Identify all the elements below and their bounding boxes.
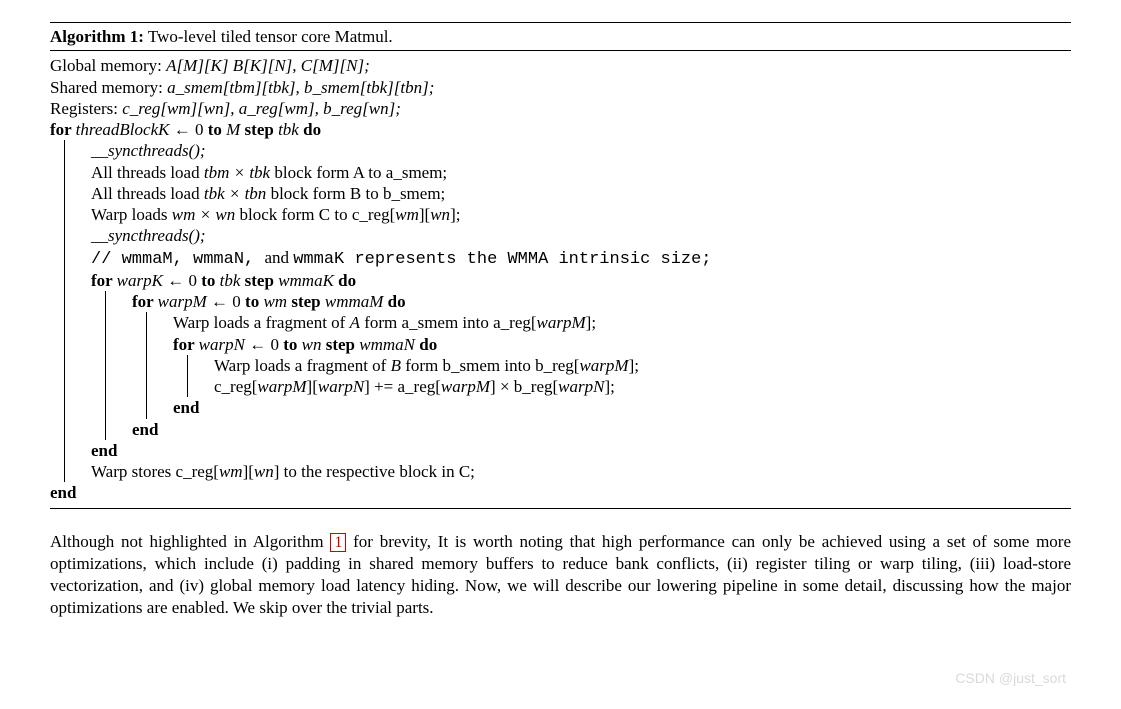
comment-wmma: // wmmaM, wmmaN, and wmmaK represents th…: [91, 247, 1071, 270]
for-warpn: for warpN ← 0 to wn step wmmaN do: [173, 334, 1071, 355]
para-text-1: Although not highlighted in Algorithm: [50, 532, 330, 551]
algorithm-title-row: Algorithm 1: Two-level tiled tensor core…: [50, 25, 1071, 48]
decl-global: Global memory: A[M][K] B[K][N], C[M][N];: [50, 55, 1071, 76]
algorithm-body: Global memory: A[M][K] B[K][N], C[M][N];…: [50, 53, 1071, 505]
for-warpm: for warpM ← 0 to wm step wmmaM do: [132, 291, 1071, 312]
end-warpm: end: [132, 419, 1071, 440]
end-warpk: end: [91, 440, 1071, 461]
warp-store: Warp stores c_reg[wm][wn] to the respect…: [91, 461, 1071, 482]
syncthreads-1: __syncthreads();: [91, 140, 1071, 161]
algorithm-title: Two-level tiled tensor core Matmul.: [148, 27, 393, 46]
mac: c_reg[warpM][warpN] += a_reg[warpM] × b_…: [214, 376, 1071, 397]
syncthreads-2: __syncthreads();: [91, 225, 1071, 246]
end-warpn: end: [173, 397, 1071, 418]
watermark: CSDN @just_sort: [955, 670, 1066, 688]
frag-b: Warp loads a fragment of B form b_smem i…: [214, 355, 1071, 376]
decl-shared: Shared memory: a_smem[tbm][tbk], b_smem[…: [50, 77, 1071, 98]
algorithm-block: Algorithm 1: Two-level tiled tensor core…: [50, 22, 1071, 509]
load-b: All threads load tbk × tbn block form B …: [91, 183, 1071, 204]
frag-a: Warp loads a fragment of A form a_smem i…: [173, 312, 1071, 333]
paragraph: Although not highlighted in Algorithm 1 …: [50, 531, 1071, 620]
for-threadblock: for threadBlockK ← 0 to M step tbk do: [50, 119, 1071, 140]
rule-title: [50, 50, 1071, 51]
end-threadblock: end: [50, 482, 1071, 503]
rule-bottom: [50, 508, 1071, 509]
for-warpk: for warpK ← 0 to tbk step wmmaK do: [91, 270, 1071, 291]
algorithm-ref-link[interactable]: 1: [330, 533, 346, 552]
algorithm-number: Algorithm 1:: [50, 27, 144, 46]
rule-top: [50, 22, 1071, 23]
load-a: All threads load tbm × tbk block form A …: [91, 162, 1071, 183]
decl-registers: Registers: c_reg[wm][wn], a_reg[wm], b_r…: [50, 98, 1071, 119]
warp-load-c: Warp loads wm × wn block form C to c_reg…: [91, 204, 1071, 225]
